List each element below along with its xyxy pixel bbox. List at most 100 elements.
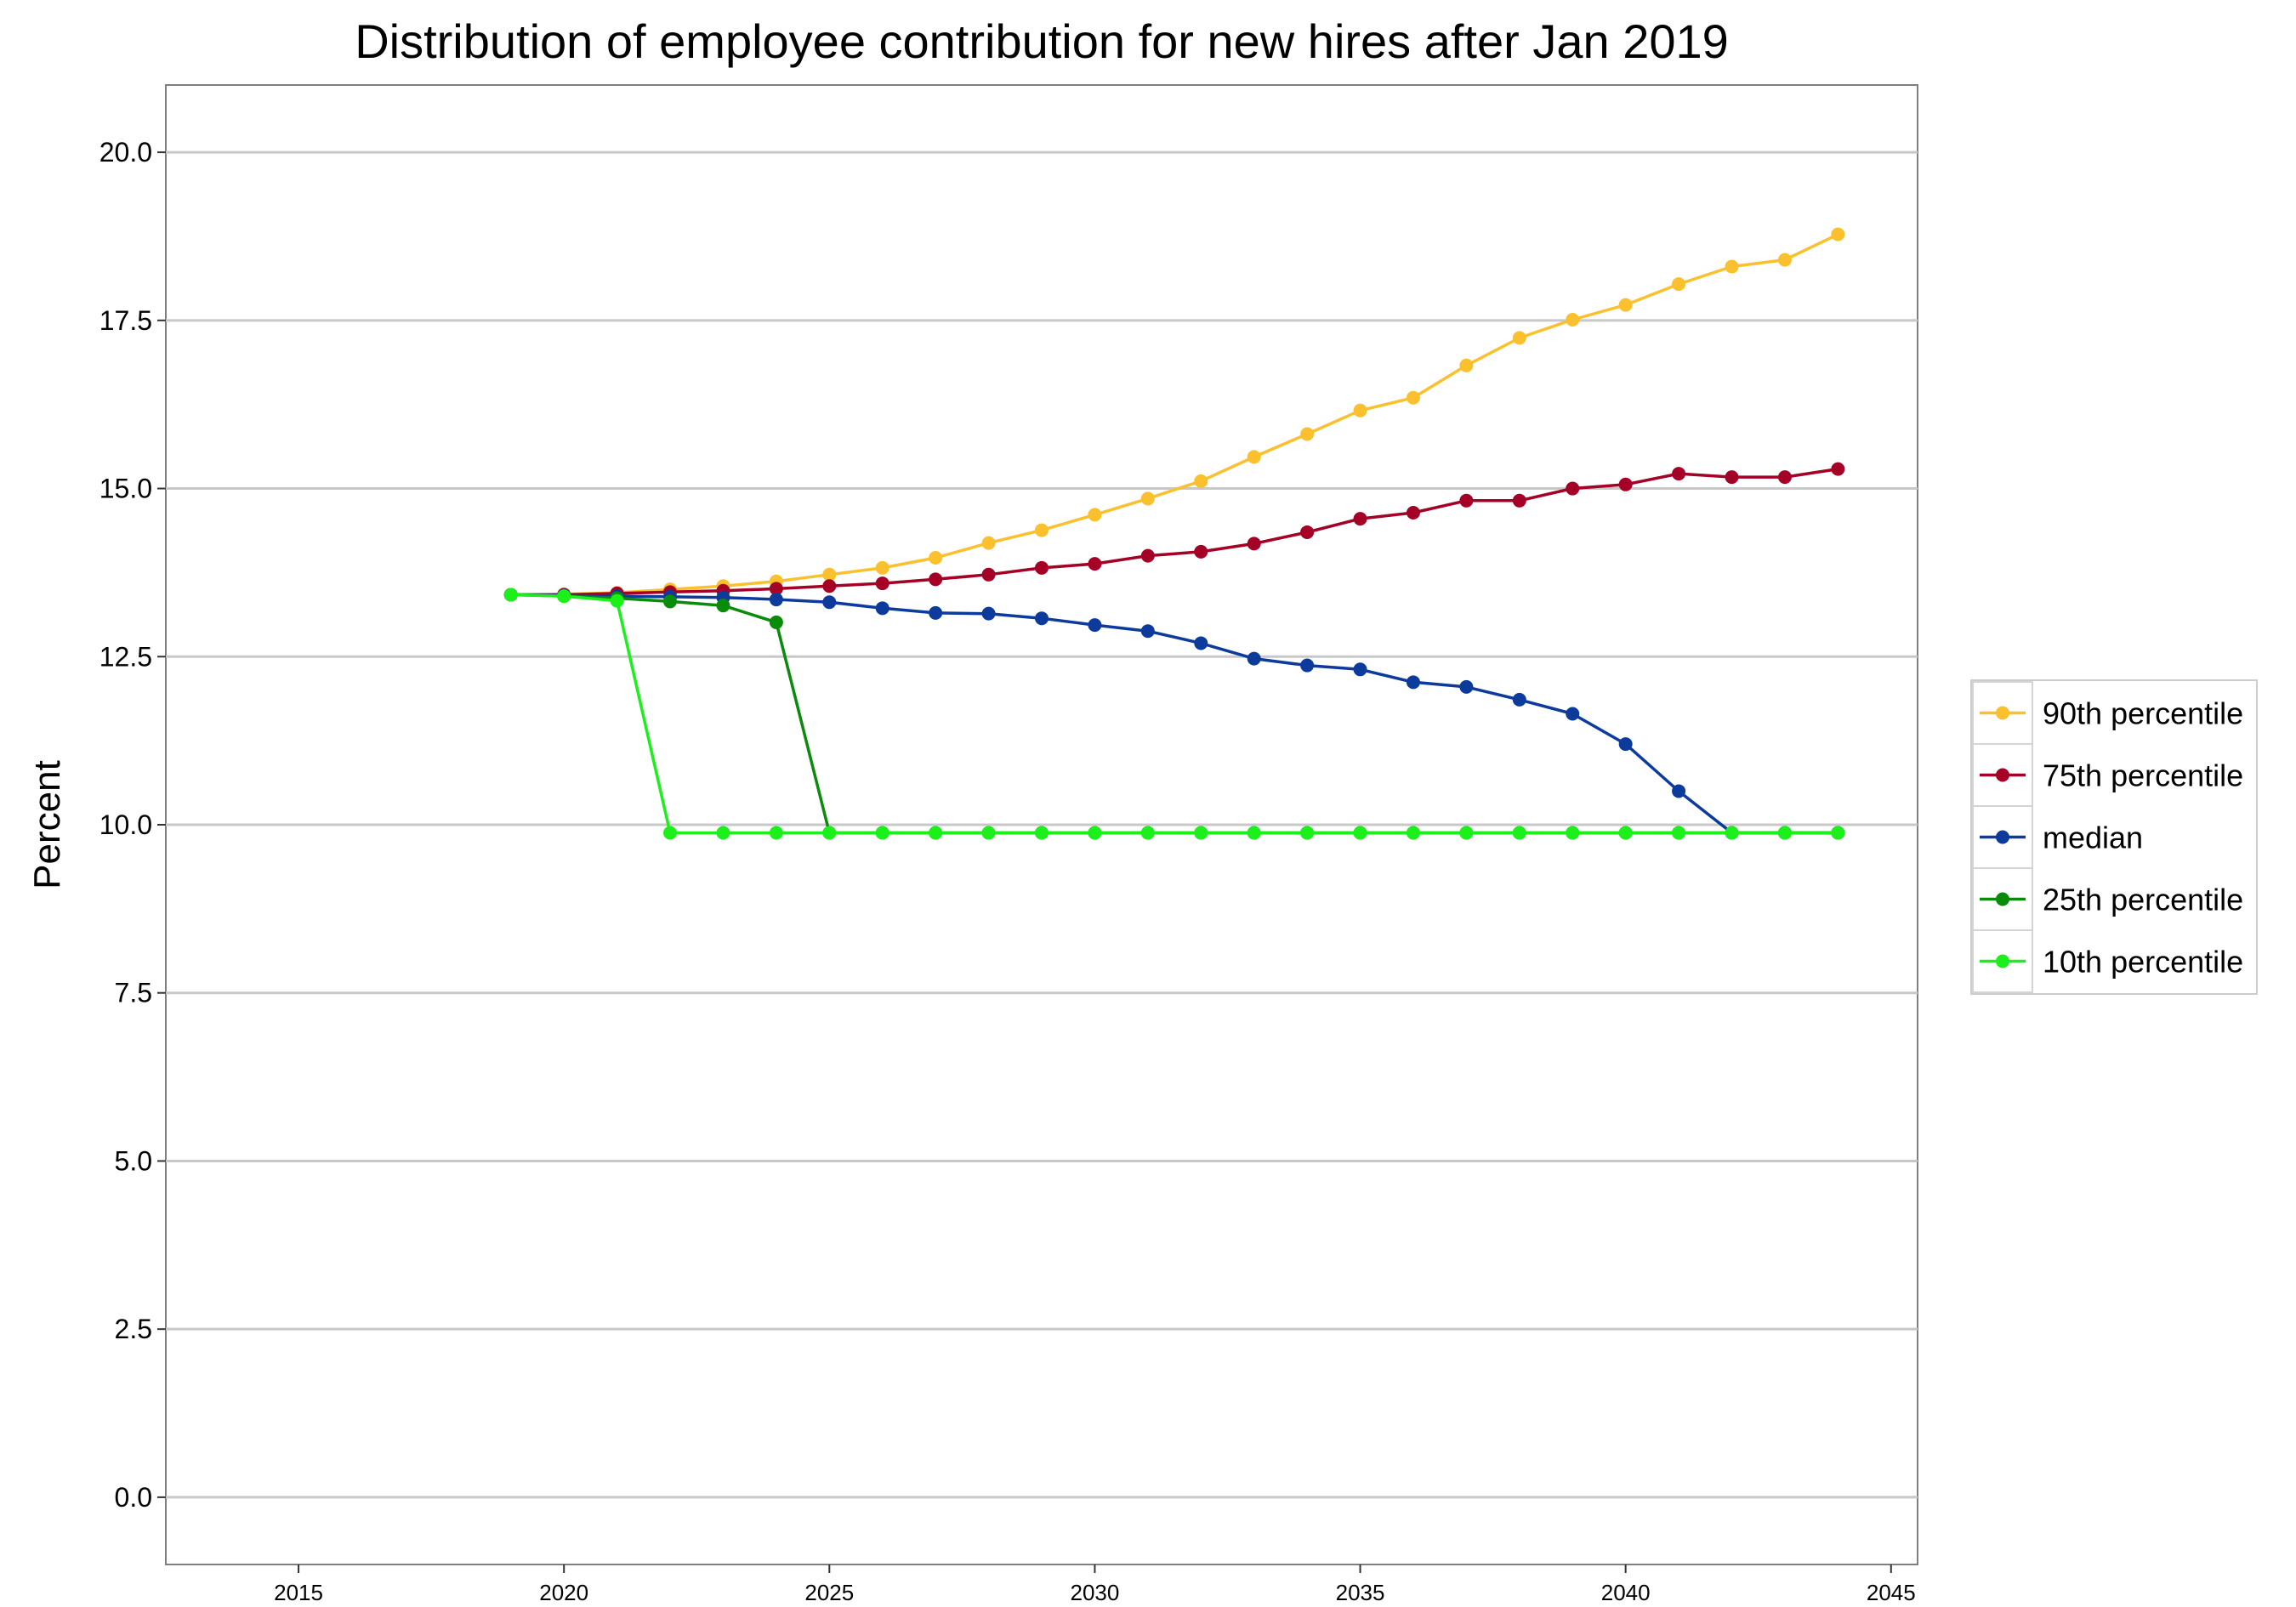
legend-key-marker xyxy=(1996,768,2009,782)
data-point xyxy=(1300,427,1315,441)
x-tick-label: 2025 xyxy=(804,1580,854,1605)
data-point xyxy=(822,595,837,610)
data-point xyxy=(875,560,889,575)
y-tick-label: 7.5 xyxy=(115,978,152,1008)
legend: 90th percentile 75th percentile median 25th… xyxy=(1970,679,2258,995)
x-tick-label: 2035 xyxy=(1336,1580,1385,1605)
data-point xyxy=(1777,253,1792,267)
data-point xyxy=(1831,462,1845,476)
data-point xyxy=(1088,557,1102,571)
series-line xyxy=(510,593,1839,835)
data-point xyxy=(663,826,678,840)
data-point xyxy=(822,579,837,593)
data-point xyxy=(1406,675,1420,690)
data-point xyxy=(1512,493,1526,508)
data-point xyxy=(1140,826,1155,840)
data-point xyxy=(1459,679,1474,694)
data-point xyxy=(1618,826,1633,840)
data-point xyxy=(716,826,730,840)
data-point xyxy=(1353,403,1367,417)
data-point xyxy=(875,576,889,591)
data-point xyxy=(1194,544,1208,559)
data-point xyxy=(822,826,837,840)
legend-entry-label: 90th percentile xyxy=(2043,696,2243,731)
data-point xyxy=(1459,358,1474,372)
data-point xyxy=(1725,826,1739,840)
data-point xyxy=(1672,277,1686,292)
y-tick-label: 20.0 xyxy=(99,137,152,168)
legend-key-marker xyxy=(1996,706,2009,720)
x-axis: 2015 2020 2025 2030 2035 2040 2045 xyxy=(274,1564,1916,1605)
y-tick-label: 10.0 xyxy=(99,809,152,840)
data-point xyxy=(1777,826,1792,840)
x-tick-label: 2030 xyxy=(1071,1580,1120,1605)
data-point xyxy=(1831,227,1845,241)
data-point xyxy=(1088,508,1102,522)
y-tick-label: 2.5 xyxy=(115,1314,152,1344)
data-point xyxy=(1459,826,1474,840)
x-tick-label: 2015 xyxy=(274,1580,323,1605)
y-axis-label: Percent xyxy=(26,760,68,889)
series-group xyxy=(503,227,1845,602)
data-point xyxy=(1247,450,1261,464)
data-point xyxy=(1353,826,1367,840)
data-point xyxy=(1300,525,1315,539)
data-point xyxy=(1672,784,1686,798)
data-point xyxy=(1725,259,1739,274)
data-point xyxy=(1566,826,1580,840)
data-point xyxy=(1035,826,1049,840)
legend-entry-label: 10th percentile xyxy=(2043,945,2243,980)
data-point xyxy=(1247,651,1261,666)
series-line xyxy=(510,233,1839,597)
y-tick-label: 0.0 xyxy=(115,1482,152,1513)
data-point xyxy=(1777,470,1792,485)
data-point xyxy=(1300,658,1315,673)
data-point xyxy=(1512,331,1526,345)
data-point xyxy=(1088,826,1102,840)
legend-key-marker xyxy=(1996,830,2009,844)
data-point xyxy=(1406,826,1420,840)
data-point xyxy=(769,582,783,596)
legend-entry-label: median xyxy=(2043,821,2143,855)
data-point xyxy=(1035,611,1049,626)
data-point xyxy=(875,601,889,616)
data-point xyxy=(1406,390,1420,405)
data-point xyxy=(981,606,996,621)
data-point xyxy=(503,588,518,602)
x-tick-label: 2040 xyxy=(1601,1580,1651,1605)
data-point xyxy=(1035,560,1049,575)
legend-entry-label: 25th percentile xyxy=(2043,883,2243,917)
data-point xyxy=(1618,737,1633,752)
data-point xyxy=(929,826,943,840)
data-point xyxy=(1831,826,1845,840)
data-point xyxy=(1247,826,1261,840)
data-point xyxy=(1194,636,1208,650)
series-line xyxy=(510,467,1839,597)
series-line xyxy=(510,593,1839,835)
data-point xyxy=(1300,826,1315,840)
x-tick-label: 2045 xyxy=(1867,1580,1916,1605)
data-point xyxy=(1194,474,1208,488)
data-point xyxy=(1406,506,1420,520)
data-point xyxy=(1566,313,1580,327)
y-axis: 0.0 2.5 5.0 7.5 10.0 12.5 15.0 17.5 20.0 xyxy=(99,137,166,1513)
data-point xyxy=(981,567,996,582)
x-tick-label: 2020 xyxy=(539,1580,588,1605)
data-point xyxy=(1194,826,1208,840)
data-point xyxy=(1618,298,1633,312)
data-point xyxy=(1725,470,1739,485)
data-point xyxy=(716,599,730,613)
data-point xyxy=(1512,826,1526,840)
data-point xyxy=(1672,826,1686,840)
data-point xyxy=(981,826,996,840)
y-tick-label: 17.5 xyxy=(99,305,152,336)
data-point xyxy=(1618,477,1633,491)
data-point xyxy=(663,594,678,609)
data-point xyxy=(1353,512,1367,526)
data-point xyxy=(1140,548,1155,563)
chart-title: Distribution of employee contribution fo… xyxy=(355,14,1729,68)
y-tick-label: 12.5 xyxy=(99,641,152,672)
data-point xyxy=(769,615,783,629)
series-layer xyxy=(503,227,1845,840)
